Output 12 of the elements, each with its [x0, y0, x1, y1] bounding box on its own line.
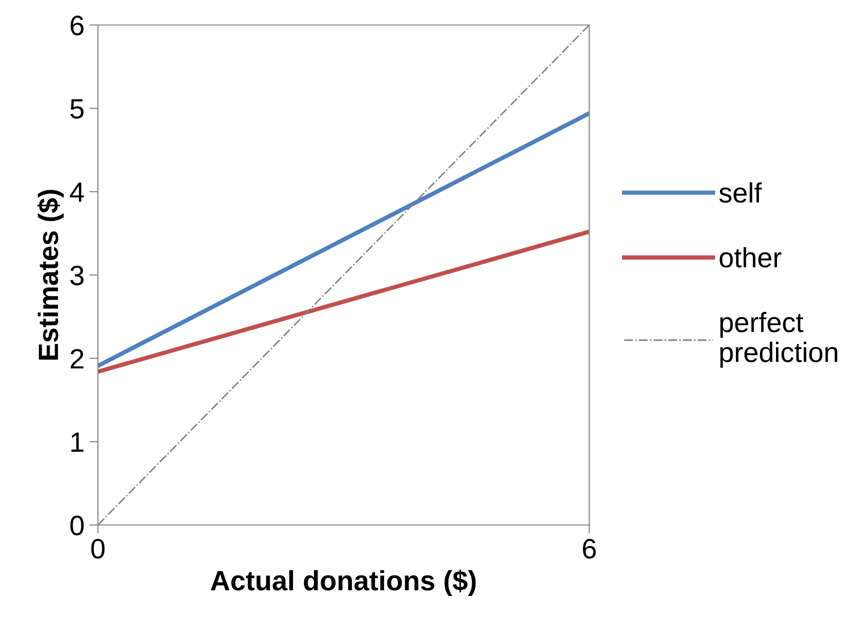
legend-label: self: [719, 182, 762, 203]
y-tick-label: 5: [70, 99, 84, 119]
y-tick-label: 1: [71, 432, 84, 452]
x-axis-title: Actual donations ($): [210, 570, 476, 596]
y-tick-label: 6: [70, 16, 84, 36]
y-tick-label: 2: [70, 349, 84, 368]
y-axis-title: Estimates ($): [37, 190, 64, 360]
y-tick-label: 4: [70, 182, 84, 202]
legend-label: other: [720, 247, 782, 268]
y-tick-label: 0: [70, 516, 84, 536]
legend-label: perfect prediction: [720, 312, 838, 368]
y-tick-label: 3: [70, 266, 84, 286]
